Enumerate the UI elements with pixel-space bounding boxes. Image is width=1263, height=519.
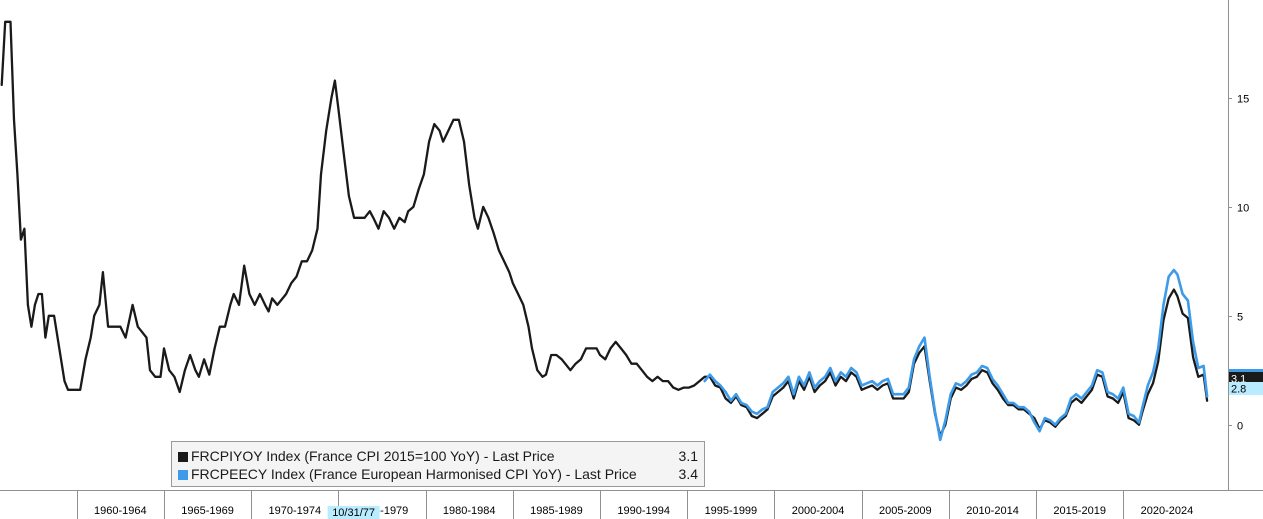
x-tick-label: 2015-2019 <box>1053 505 1106 517</box>
legend-swatch-frcpeecy <box>178 470 188 480</box>
last-value-box-frcpiyoy <box>1229 372 1263 385</box>
x-tick-label: 2000-2004 <box>792 505 845 517</box>
series-line-frcpiyoy <box>0 20 1209 437</box>
x-tick-label: 2020-2024 <box>1141 505 1194 517</box>
plot-frame <box>0 0 1263 491</box>
x-tick-label: 1965-1969 <box>181 505 234 517</box>
legend-entry-frcpiyoy[interactable]: FRCPIYOY Index (France CPI 2015=100 YoY)… <box>178 447 698 465</box>
legend-value-frcpeecy: 3.4 <box>678 466 698 482</box>
y-tick-label: 15 <box>1237 94 1249 106</box>
legend-swatch-frcpiyoy <box>178 452 188 462</box>
last-value-marker-frcpeecy <box>1229 369 1263 372</box>
y-tick-label: 5 <box>1237 312 1243 324</box>
y-axis: 0 5 10 15 <box>1228 94 1249 433</box>
legend-entry-frcpeecy[interactable]: FRCPEECY Index (France European Harmonis… <box>178 465 698 483</box>
cursor-label-box <box>327 506 380 519</box>
series-line-frcpeecy <box>703 268 1209 442</box>
x-tick-label: 2010-2014 <box>966 505 1019 517</box>
y-tick-label: 0 <box>1237 421 1243 433</box>
x-tick-label: 1980-1984 <box>443 505 496 517</box>
date-cursor[interactable]: 10/31/77 <box>327 506 380 519</box>
x-tick-label: 1995-1999 <box>705 505 758 517</box>
last-value-labels: 3.12.8 <box>1229 369 1263 396</box>
series-layer <box>0 20 1209 442</box>
last-value-label-frcpeecy: 2.8 <box>1231 384 1246 396</box>
y-tick-label: 10 <box>1237 203 1249 215</box>
last-value-box-frcpeecy <box>1229 382 1263 395</box>
legend-label-frcpiyoy: FRCPIYOY Index (France CPI 2015=100 YoY)… <box>191 448 555 464</box>
legend-label-frcpeecy: FRCPEECY Index (France European Harmonis… <box>191 466 637 482</box>
legend-value-frcpiyoy: 3.1 <box>678 448 698 464</box>
x-tick-label: 1985-1989 <box>530 505 583 517</box>
x-tick-label: 1990-1994 <box>617 505 670 517</box>
x-tick-label: 1970-1974 <box>268 505 321 517</box>
x-tick-label: 1960-1964 <box>94 505 147 517</box>
x-axis: 1960-1964 1965-1969 1970-1974 1975-1979 1980… <box>77 490 1194 519</box>
cursor-label: 10/31/77 <box>332 507 375 519</box>
x-tick-label: 2005-2009 <box>879 505 932 517</box>
legend: FRCPIYOY Index (France CPI 2015=100 YoY)… <box>171 441 705 487</box>
